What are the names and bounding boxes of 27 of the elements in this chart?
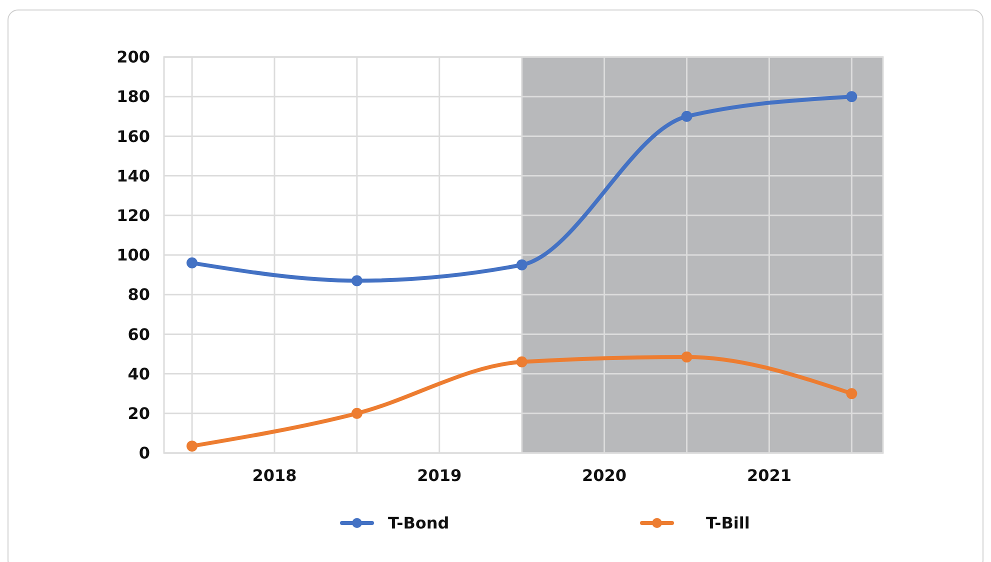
x-tick-label: 2020: [582, 466, 627, 485]
x-tick-label: 2018: [252, 466, 297, 485]
y-tick-label: 200: [116, 48, 150, 67]
point: [516, 259, 528, 270]
point: [681, 110, 692, 122]
point: [351, 408, 362, 419]
legend-label: T-Bond: [388, 514, 450, 533]
x-tick-label: 2019: [417, 466, 462, 485]
y-tick-label: 60: [128, 324, 150, 344]
y-tick-label: 140: [116, 166, 150, 186]
y-tick-label: 0: [138, 444, 150, 463]
y-tick-label: 40: [128, 364, 150, 384]
point: [186, 257, 198, 268]
y-tick-label: 160: [116, 126, 150, 146]
point: [846, 91, 858, 102]
legend-label: T-Bill: [706, 514, 750, 533]
point: [186, 440, 198, 452]
point: [681, 351, 692, 362]
point: [516, 356, 528, 368]
y-tick-label: 20: [128, 404, 150, 423]
y-tick-label: 180: [116, 87, 150, 106]
point: [846, 388, 858, 400]
x-tick-label: 2021: [746, 466, 792, 485]
y-tick-label: 80: [128, 285, 150, 304]
y-tick-label: 120: [116, 206, 150, 225]
y-tick-label: 100: [116, 246, 150, 265]
point: [351, 275, 362, 286]
